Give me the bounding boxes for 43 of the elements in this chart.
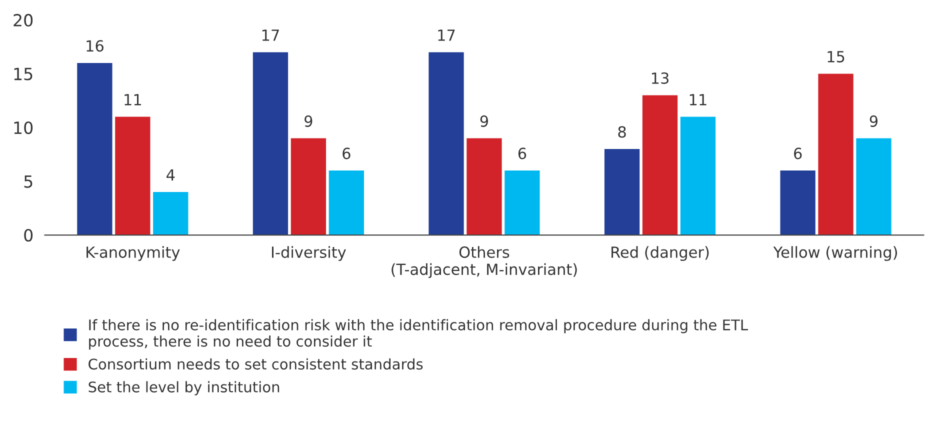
data-label: 16 bbox=[86, 40, 104, 52]
bar bbox=[466, 138, 502, 236]
y-tick-label: 15 bbox=[14, 68, 32, 80]
x-tick-label: K-anonymity bbox=[86, 246, 180, 261]
bar bbox=[856, 138, 892, 236]
bar bbox=[428, 52, 464, 236]
y-tick-label: 0 bbox=[24, 228, 33, 242]
bar bbox=[290, 138, 326, 236]
bar bbox=[252, 52, 288, 236]
data-label: 6 bbox=[794, 148, 802, 160]
data-label: 17 bbox=[438, 30, 455, 41]
bar bbox=[642, 95, 678, 236]
legend-label: If there is no re-identification risk with the identification removal procedure during the ETL process, there is no need to consider it bbox=[89, 319, 748, 350]
data-label: 4 bbox=[166, 169, 175, 181]
data-label: 9 bbox=[304, 115, 312, 127]
bar bbox=[680, 116, 716, 236]
data-label: 11 bbox=[690, 94, 706, 106]
bar bbox=[77, 62, 112, 236]
bar bbox=[780, 170, 816, 236]
data-label: 15 bbox=[828, 51, 844, 62]
data-label: 13 bbox=[652, 72, 668, 84]
legend-label: Consortium needs to set consistent standards bbox=[88, 358, 423, 370]
data-label: 9 bbox=[480, 115, 488, 127]
data-label: 6 bbox=[342, 148, 350, 160]
y-tick-label: 5 bbox=[24, 175, 32, 188]
data-label: 6 bbox=[518, 148, 526, 160]
y-tick-label: 20 bbox=[14, 14, 33, 27]
data-label: 8 bbox=[618, 126, 626, 138]
x-tick-label: Others (T-adjacent, M-invariant) bbox=[392, 246, 577, 278]
legend-label: Set the level by institution bbox=[88, 381, 280, 396]
bar bbox=[153, 192, 188, 236]
x-tick-label: I-diversity bbox=[272, 246, 346, 261]
bar bbox=[328, 170, 364, 236]
bar bbox=[818, 74, 854, 236]
data-label: 17 bbox=[262, 30, 279, 41]
y-tick-label: 10 bbox=[14, 121, 33, 134]
bar bbox=[115, 116, 150, 236]
data-label: 9 bbox=[870, 115, 878, 127]
bar bbox=[604, 149, 640, 236]
data-label: 11 bbox=[124, 94, 141, 106]
bar bbox=[504, 170, 540, 236]
x-tick-label: Red (danger) bbox=[612, 246, 709, 261]
x-tick-label: Yellow (warning) bbox=[773, 246, 897, 261]
